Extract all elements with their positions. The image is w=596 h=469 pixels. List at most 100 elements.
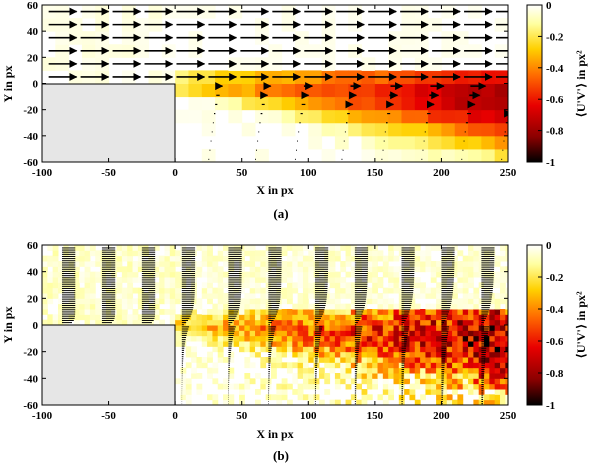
heatmap-cell xyxy=(215,96,229,111)
heatmap-cell xyxy=(345,362,352,369)
heatmap-cell xyxy=(366,383,373,390)
heatmap-cell xyxy=(473,271,480,278)
heatmap-cell xyxy=(388,298,394,305)
heatmap-cell xyxy=(324,293,331,299)
heatmap-cell xyxy=(191,367,197,374)
heatmap-cell xyxy=(329,271,336,278)
heatmap-cell xyxy=(281,245,288,251)
heatmap-cell xyxy=(217,298,224,305)
heatmap-cell xyxy=(302,383,309,390)
heatmap-cell xyxy=(505,399,508,405)
heatmap-cell xyxy=(377,250,384,257)
heatmap-cell xyxy=(457,351,464,358)
heatmap-cell xyxy=(361,346,368,353)
heatmap-cell xyxy=(153,266,160,273)
heatmap-cell xyxy=(52,293,59,299)
heatmap-cell xyxy=(500,367,506,374)
heatmap-cell xyxy=(489,383,496,390)
heatmap-cell xyxy=(446,282,453,289)
heatmap-cell xyxy=(255,109,269,124)
heatmap-cell xyxy=(361,351,368,358)
heatmap-cell xyxy=(382,287,389,294)
heatmap-cell xyxy=(382,346,389,353)
heatmap-cell xyxy=(271,357,277,363)
heatmap-cell xyxy=(292,314,299,321)
heatmap-cell xyxy=(372,319,379,326)
heatmap-cell xyxy=(478,357,485,363)
heatmap-cell xyxy=(137,293,144,299)
heatmap-cell xyxy=(239,261,245,267)
heatmap-cell xyxy=(414,245,421,251)
heatmap-cell xyxy=(223,309,229,315)
heatmap-cell xyxy=(239,271,245,278)
heatmap-cell xyxy=(388,314,394,321)
heatmap-cell xyxy=(308,314,315,321)
heatmap-cell xyxy=(228,303,235,310)
heatmap-cell xyxy=(494,293,501,299)
heatmap-cell xyxy=(52,271,59,278)
heatmap-cell xyxy=(137,255,144,262)
heatmap-cell xyxy=(79,255,86,262)
heatmap-cell xyxy=(153,271,160,278)
heatmap-cell xyxy=(116,293,123,299)
heatmap-cell xyxy=(276,319,283,326)
heatmap-cell xyxy=(249,245,256,251)
heatmap-cell xyxy=(374,148,389,162)
heatmap-cell xyxy=(452,303,458,310)
heatmap-cell xyxy=(334,383,341,390)
heatmap-cell xyxy=(318,373,325,379)
heatmap-cell xyxy=(196,383,203,390)
heatmap-cell xyxy=(244,298,251,305)
heatmap-cell xyxy=(73,261,80,267)
heatmap-cell xyxy=(188,96,203,111)
heatmap-cell xyxy=(494,373,501,379)
heatmap-cell xyxy=(281,83,296,98)
heatmap-cell xyxy=(127,261,134,267)
heatmap-cell xyxy=(132,245,139,251)
heatmap-cell xyxy=(398,303,405,310)
heatmap-cell xyxy=(265,261,272,267)
heatmap-cell xyxy=(489,357,496,363)
heatmap-cell xyxy=(500,314,506,321)
heatmap-cell xyxy=(489,362,496,369)
heatmap-cell xyxy=(454,122,469,137)
heatmap-cell xyxy=(249,287,256,294)
heatmap-cell xyxy=(79,314,86,321)
heatmap-cell xyxy=(164,287,171,294)
heatmap-cell xyxy=(308,346,315,353)
heatmap-cell xyxy=(42,255,48,262)
heatmap-cell xyxy=(297,357,304,363)
heatmap-cell xyxy=(468,266,474,273)
heatmap-cell xyxy=(441,325,448,331)
heatmap-cell xyxy=(286,399,293,405)
heatmap-cell xyxy=(153,314,160,321)
heatmap-cell xyxy=(212,341,219,347)
heatmap-cell xyxy=(111,271,118,278)
heatmap-cell xyxy=(420,383,426,390)
heatmap-cell xyxy=(356,325,363,331)
heatmap-cell xyxy=(372,378,379,385)
heatmap-cell xyxy=(398,378,405,385)
colorbar-tick-label: -1 xyxy=(546,400,555,412)
heatmap-cell xyxy=(409,261,416,267)
heatmap-cell xyxy=(457,309,464,315)
heatmap-cell xyxy=(47,314,54,321)
colorbar-tick-label: -0.8 xyxy=(546,368,564,380)
y-tick-label: 20 xyxy=(27,293,39,305)
heatmap-cell xyxy=(372,367,379,374)
heatmap-cell xyxy=(265,335,272,342)
heatmap-cell xyxy=(297,314,304,321)
heatmap-cell xyxy=(382,261,389,267)
heatmap-cell xyxy=(185,250,192,257)
heatmap-cell xyxy=(489,282,496,289)
heatmap-cell xyxy=(436,266,442,273)
heatmap-cell xyxy=(297,351,304,358)
heatmap-cell xyxy=(484,250,490,257)
heatmap-cell xyxy=(73,266,80,273)
heatmap-cell xyxy=(100,250,107,257)
heatmap-cell xyxy=(164,261,171,267)
heatmap-cell xyxy=(340,309,347,315)
heatmap-cell xyxy=(249,378,256,385)
heatmap-cell xyxy=(425,261,432,267)
heatmap-cell xyxy=(105,293,112,299)
